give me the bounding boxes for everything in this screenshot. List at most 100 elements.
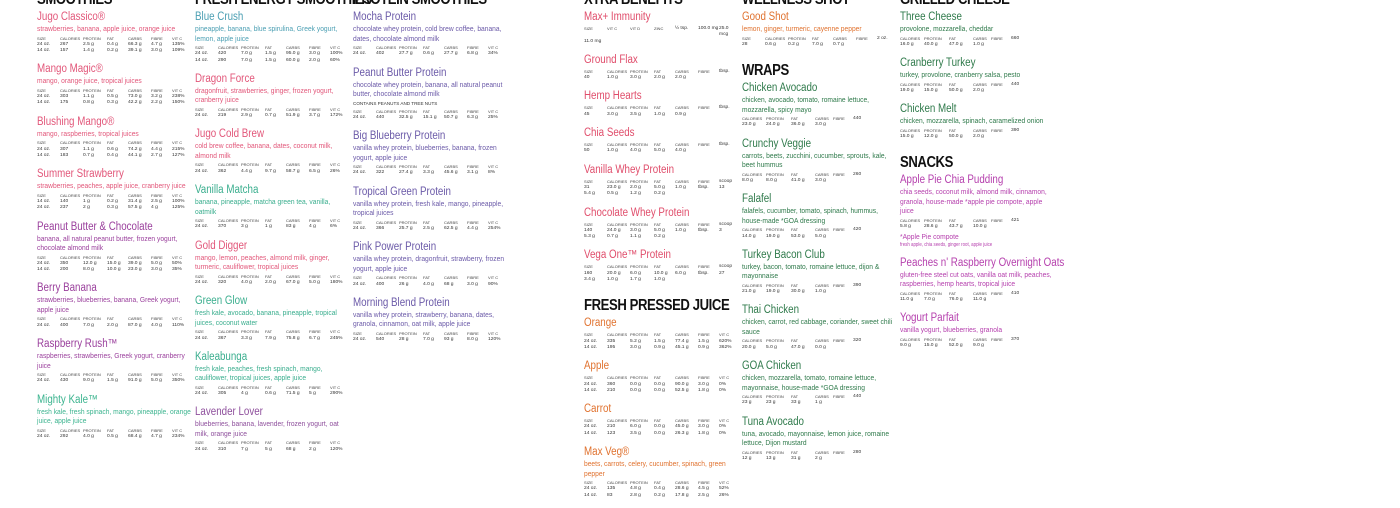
item-ingredients: mango, orange juice, tropical juices bbox=[37, 76, 142, 86]
menu-column: PROTEIN SMOOTHIESMocha Proteinchocolate … bbox=[353, 0, 509, 353]
table-cell: 210 bbox=[607, 424, 616, 430]
item-name: Jugo Cold Brew bbox=[195, 128, 265, 141]
sub-note: *Apple Pie compote fresh apple, chia seed… bbox=[900, 232, 1056, 248]
table-header: CALORIES bbox=[376, 219, 397, 225]
nutrition-table: CALORIES PROTEIN FAT CARBS FIBRE 390 21.0 g 19.… bbox=[742, 283, 898, 296]
table-cell: 36.0 g bbox=[791, 122, 805, 128]
nutrition-table: SIZE CALORIES PROTEIN FAT CARBS FIBRE VIT C 24 … bbox=[37, 428, 193, 441]
table-cell: 0.4 g bbox=[107, 152, 118, 158]
table-cell: 0.0 g bbox=[630, 381, 641, 387]
item-ingredients: fresh kale, peaches, fresh spinach, mang… bbox=[195, 363, 323, 383]
nutrition-table: SIZE CALORIES PROTEIN FAT CARBS FIBRE VIT C 24 … bbox=[353, 220, 509, 233]
nutrition-table: SIZE CALORIES PROTEIN FAT CARBS FIBRE VIT C 24 … bbox=[37, 255, 193, 274]
table-header: SIZE bbox=[37, 372, 46, 378]
table-cell: 11.0 g bbox=[973, 297, 987, 303]
table-cell: 1.1 g bbox=[630, 234, 641, 240]
table-header: CARBS bbox=[675, 221, 689, 227]
table-header: CARBS bbox=[815, 338, 829, 344]
nutrition-table: SIZE CALORIES PROTEIN FAT CARBS FIBRE VIT C 14 … bbox=[37, 193, 193, 212]
table-cell: 19.0 g bbox=[766, 289, 780, 295]
table-cell: 14 oz. bbox=[584, 492, 598, 498]
item-ingredients: strawberries, banana, apple juice, orang… bbox=[37, 24, 176, 33]
table-header: SIZE bbox=[195, 273, 204, 279]
table-header: VIT C bbox=[488, 108, 499, 114]
table-cell: 3.0 g bbox=[630, 344, 641, 350]
table-cell: 421 bbox=[1011, 217, 1020, 223]
table-cell: 3.0 g bbox=[309, 51, 320, 57]
table-header: FIBRE bbox=[698, 142, 710, 148]
item-ingredients: lemon, ginger, turmeric, cayenne pepper bbox=[742, 24, 862, 33]
table-header: SIZE bbox=[584, 105, 593, 111]
table-header: SIZE bbox=[37, 35, 46, 41]
table-cell: 25.0 mcg bbox=[719, 26, 729, 38]
table-header: FAT bbox=[654, 332, 662, 338]
nutrition-table: SIZE CALORIES PROTEIN FAT CARBS FIBRE VIT C 24 … bbox=[195, 385, 351, 398]
table-cell: 73.0 g bbox=[128, 94, 142, 100]
table-header: FIBRE bbox=[698, 264, 710, 270]
table-cell: 24 oz. bbox=[195, 113, 209, 119]
table-header: PROTEIN bbox=[241, 440, 259, 446]
table-header: CARBS bbox=[286, 218, 300, 224]
menu-column: FRESH ENERGY SMOOTHIES Blue Crushpineappl… bbox=[195, 0, 372, 462]
menu-item: Ground Flax SIZE CALORIES PROTEIN FAT CARBS FI… bbox=[584, 54, 740, 82]
table-cell: 140 bbox=[584, 227, 593, 233]
item-name: Falafel bbox=[742, 193, 772, 206]
item-ingredients: vanilla yogurt, blueberries, granola bbox=[900, 325, 1003, 335]
table-cell: 215% bbox=[172, 146, 185, 152]
table-header: CARBS bbox=[675, 375, 689, 381]
table-header: VIT C bbox=[488, 45, 499, 50]
table-cell: 540 bbox=[376, 337, 385, 343]
table-cell: 28 g bbox=[399, 337, 409, 343]
table-header: CALORIES bbox=[376, 275, 397, 281]
table-cell: 1.0 g bbox=[675, 184, 686, 190]
table-cell: 90.0 g bbox=[675, 381, 689, 387]
table-header: VIT C bbox=[172, 35, 183, 41]
table-header: PROTEIN bbox=[924, 127, 942, 133]
table-header: FIBRE bbox=[151, 254, 163, 260]
menu-item: Chicken Melt chicken, mozzarella, spinach… bbox=[900, 103, 1056, 140]
table-cell: 660 bbox=[1011, 35, 1020, 41]
item-ingredients: fresh kale, fresh spinach, mango, pineap… bbox=[37, 406, 191, 426]
nutrition-table: SIZE CALORIES PROTEIN FAT CARBS FIBRE VIT C 24 … bbox=[353, 275, 509, 288]
item-ingredients: raspberries, strawberries, Greek yogurt,… bbox=[37, 351, 185, 370]
nutrition-table: CALORIES PROTEIN FAT CARBS FIBRE 420 14.0 g 19.… bbox=[742, 227, 898, 240]
item-ingredients: beets, carrots, celery, cucumber, spinac… bbox=[584, 459, 726, 478]
table-header: PROTEIN bbox=[630, 480, 648, 486]
table-cell: 238% bbox=[172, 94, 185, 100]
section-title: WRAPS bbox=[742, 62, 789, 80]
table-cell: 7.0 g bbox=[812, 41, 823, 47]
table-header: FAT bbox=[791, 449, 799, 455]
table-cell: 1.1 g bbox=[83, 94, 94, 100]
table-header: VIT C bbox=[330, 384, 341, 390]
table-cell: 307 bbox=[60, 146, 69, 152]
table-cell: 24 oz. bbox=[353, 337, 367, 343]
table-header: SIZE bbox=[37, 87, 46, 93]
table-header: PROTEIN bbox=[766, 116, 784, 122]
table-cell: 32.5 g bbox=[399, 114, 413, 120]
table-header: CALORIES bbox=[607, 375, 628, 381]
table-cell: 3.5 g bbox=[630, 111, 641, 117]
nutrition-table: CALORIES PROTEIN FAT CARBS FIBRE 440 23 g 23 g 3… bbox=[742, 394, 898, 407]
table-header: PROTEIN bbox=[924, 290, 942, 296]
item-name: Gold Digger bbox=[195, 239, 248, 252]
table-cell: 5.0 g bbox=[151, 378, 162, 384]
table-header: CALORIES bbox=[900, 127, 921, 133]
table-header: FIBRE bbox=[151, 316, 163, 322]
table-cell: 366 bbox=[376, 226, 385, 232]
table-header: FIBRE bbox=[467, 108, 479, 114]
table-header: VIT C bbox=[719, 332, 730, 338]
table-header: PROTEIN bbox=[630, 332, 648, 338]
table-cell: 4.0 g bbox=[630, 148, 641, 154]
nutrition-table: SIZE CALORIES PROTEIN FAT CARBS FIBRE scoop 160… bbox=[584, 264, 740, 283]
item-ingredients: banana, all natural peanut butter, froze… bbox=[37, 233, 178, 253]
table-header: CALORIES bbox=[218, 384, 239, 390]
table-cell: 24 oz. bbox=[584, 381, 598, 387]
menu-item: Big Blueberry Protein vanilla whey protei… bbox=[353, 130, 509, 177]
table-cell: scoop bbox=[719, 178, 733, 184]
table-cell: 24 oz. bbox=[353, 226, 367, 232]
table-header: FIBRE bbox=[467, 275, 479, 281]
table-header: FIBRE bbox=[151, 372, 163, 378]
table-cell: 0.0 g bbox=[815, 344, 826, 350]
table-header: PROTEIN bbox=[630, 264, 648, 270]
table-header: CARBS bbox=[444, 330, 458, 336]
